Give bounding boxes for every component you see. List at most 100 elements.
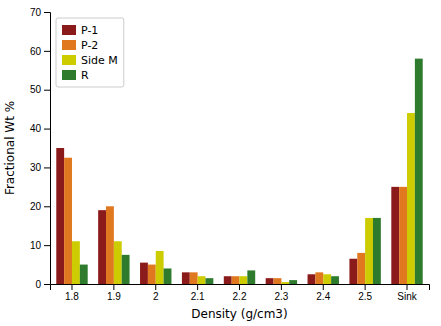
x-tick-mark	[239, 284, 240, 290]
bar	[391, 187, 399, 284]
x-tick-mark	[71, 284, 72, 290]
y-tick: 20	[30, 201, 50, 212]
legend-swatch	[62, 25, 76, 35]
x-tick-mark	[323, 284, 324, 290]
y-tick-label: 10	[30, 240, 42, 251]
x-tick-mark	[281, 284, 282, 290]
x-tick-label: 2	[153, 291, 159, 302]
bar	[331, 276, 339, 284]
y-tick-mark	[44, 12, 50, 13]
x-tick-mark	[365, 284, 366, 290]
bar	[308, 274, 316, 284]
chart: 0 10 20 30 40 50 60 70 1.8 1.9 2 2.1 2.2 2.3 2.4 2.5 Sin…	[0, 0, 441, 326]
bar	[407, 113, 415, 284]
y-tick: 10	[30, 240, 50, 251]
bar	[156, 251, 164, 284]
x-tick-label: 2.3	[274, 291, 288, 302]
bar	[349, 259, 357, 284]
bar	[365, 218, 373, 284]
x-tick-mark	[113, 284, 114, 290]
x-tick-label: 2.1	[191, 291, 205, 302]
x-tick-label: 2.5	[358, 291, 372, 302]
y-tick-mark	[44, 206, 50, 207]
x-tick-label: 1.9	[107, 291, 121, 302]
x-tick: 1.9	[107, 284, 121, 302]
y-tick: 30	[30, 162, 50, 173]
x-tick: 2.2	[233, 284, 247, 302]
bar	[281, 282, 289, 284]
legend-swatch	[62, 70, 76, 80]
x-tick-label: Sink	[397, 291, 417, 302]
y-tick: 50	[30, 84, 50, 95]
x-tick: 2.1	[191, 284, 205, 302]
y-tick-label: 70	[30, 7, 42, 18]
x-tick-mark	[407, 284, 408, 290]
bar	[106, 206, 114, 284]
y-axis-title: Fractional Wt %	[3, 101, 17, 195]
x-axis-title: Density (g/cm3)	[191, 307, 287, 321]
x-tick: Sink	[397, 284, 417, 302]
legend-box	[56, 18, 124, 87]
bar	[415, 59, 423, 284]
y-tick-mark	[44, 167, 50, 168]
bar-series	[56, 148, 399, 284]
x-tick: 2.4	[316, 284, 330, 302]
y-tick-mark	[44, 90, 50, 91]
bar	[399, 187, 407, 284]
bar	[323, 274, 331, 284]
bar	[224, 276, 232, 284]
y-axis-line	[44, 13, 51, 285]
bar	[289, 280, 297, 284]
bar	[357, 253, 365, 284]
legend-item: Side M	[62, 54, 118, 67]
bar	[247, 270, 255, 284]
bar	[80, 265, 88, 284]
x-tick: 2	[153, 284, 159, 302]
bar	[114, 241, 122, 284]
y-tick-mark	[44, 129, 50, 130]
bar	[122, 255, 130, 284]
legend-label: Side M	[81, 54, 118, 67]
legend-swatch	[62, 55, 76, 65]
y-axis: 0 10 20 30 40 50 60 70	[30, 7, 51, 290]
y-tick-label: 50	[30, 84, 42, 95]
y-tick-label: 60	[30, 46, 42, 57]
x-tick: 2.3	[274, 284, 288, 302]
x-tick-mark	[155, 284, 156, 290]
bar	[164, 268, 172, 284]
y-tick: 0	[35, 279, 50, 290]
bar-series	[64, 158, 407, 284]
bar	[232, 276, 240, 284]
y-tick: 60	[30, 46, 50, 57]
bar	[198, 276, 206, 284]
legend-label: R	[81, 69, 89, 82]
y-tick-mark	[44, 51, 50, 52]
x-tick-label: 1.8	[65, 291, 79, 302]
bar	[98, 210, 106, 284]
bar	[72, 241, 80, 284]
y-tick-label: 40	[30, 123, 42, 134]
x-tick-label: 2.4	[316, 291, 330, 302]
bar	[140, 263, 148, 284]
legend-item: R	[62, 69, 89, 82]
bar	[182, 272, 190, 284]
y-tick: 40	[30, 123, 50, 134]
x-tick: 1.8	[65, 284, 79, 302]
x-axis: 1.8 1.9 2 2.1 2.2 2.3 2.4 2.5 Sink	[51, 284, 430, 302]
legend-label: P-2	[81, 39, 98, 52]
y-tick-mark	[44, 284, 50, 285]
bar	[315, 272, 323, 284]
bar	[205, 278, 213, 284]
legend-item: P-2	[62, 39, 98, 52]
x-tick-mark	[197, 284, 198, 290]
y-tick-label: 0	[35, 279, 41, 290]
bar	[240, 276, 248, 284]
y-tick-mark	[44, 245, 50, 246]
bar	[148, 265, 156, 284]
bar	[190, 272, 198, 284]
bar-series	[80, 59, 423, 284]
legend: P-1 P-2 Side M R	[56, 18, 124, 87]
x-tick-label: 2.2	[233, 291, 247, 302]
bar-series	[72, 113, 415, 284]
legend-label: P-1	[81, 24, 98, 37]
